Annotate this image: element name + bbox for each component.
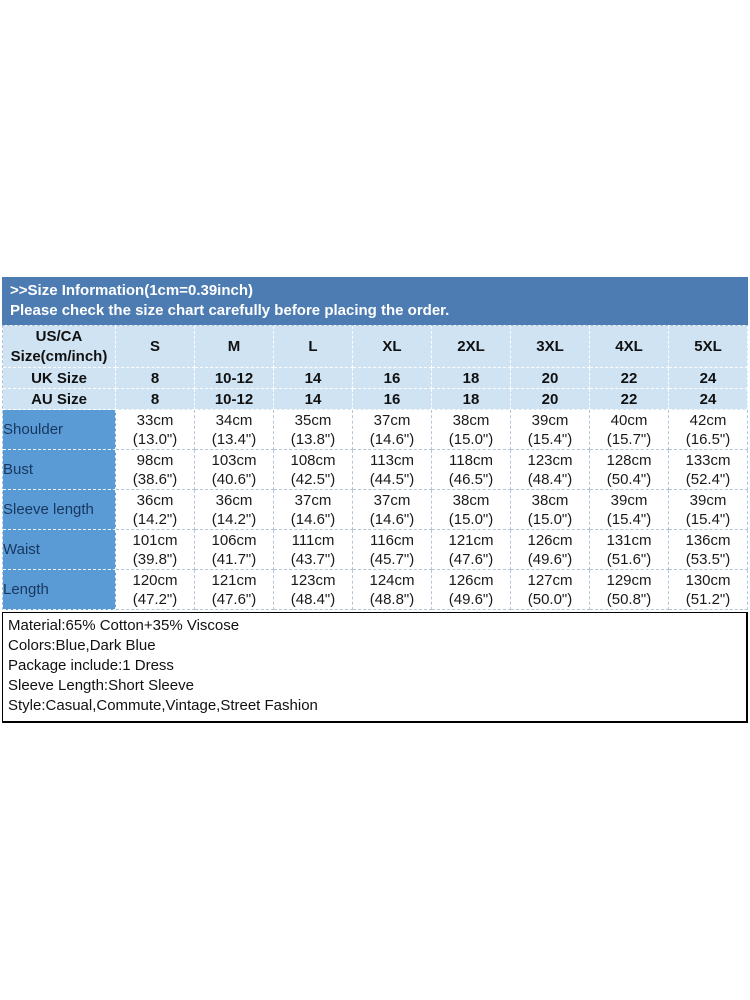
- measurement-value: 129cm (50.8"): [590, 570, 669, 610]
- uk-size-value: 8: [116, 368, 195, 389]
- size-chart-table: US/CA Size(cm/inch) S M L XL 2XL 3XL 4XL…: [2, 325, 748, 610]
- banner-subtitle: Please check the size chart carefully be…: [10, 302, 450, 319]
- measurement-value: 116cm (45.7"): [353, 530, 432, 570]
- measurement-value: 123cm (48.4"): [511, 450, 590, 490]
- size-column-header: L: [274, 326, 353, 368]
- measurement-value: 118cm (46.5"): [432, 450, 511, 490]
- uk-size-value: 10-12: [195, 368, 274, 389]
- au-size-value: 8: [116, 389, 195, 410]
- measurement-value: 126cm (49.6"): [511, 530, 590, 570]
- measurement-row-sleeve-length: Sleeve length 36cm (14.2") 36cm (14.2") …: [3, 490, 748, 530]
- measurement-row-shoulder: Shoulder 33cm (13.0") 34cm (13.4") 35cm …: [3, 410, 748, 450]
- measurement-value: 38cm (15.0"): [432, 410, 511, 450]
- measurement-value: 38cm (15.0"): [432, 490, 511, 530]
- size-chart-sheet: >>Size Information(1cm=0.39inch) Please …: [2, 277, 748, 723]
- measurement-value: 36cm (14.2"): [195, 490, 274, 530]
- size-header-row: US/CA Size(cm/inch) S M L XL 2XL 3XL 4XL…: [3, 326, 748, 368]
- measurement-value: 103cm (40.6"): [195, 450, 274, 490]
- banner-title: >>Size Information(1cm=0.39inch): [10, 282, 253, 299]
- measurement-row-label: Bust: [3, 450, 116, 490]
- au-size-value: 14: [274, 389, 353, 410]
- size-column-header: M: [195, 326, 274, 368]
- au-size-value: 10-12: [195, 389, 274, 410]
- measurement-value: 128cm (50.4"): [590, 450, 669, 490]
- detail-package: Package include:1 Dress: [8, 657, 174, 674]
- au-size-value: 20: [511, 389, 590, 410]
- size-column-header: 3XL: [511, 326, 590, 368]
- au-size-value: 16: [353, 389, 432, 410]
- au-size-row-label: AU Size: [3, 389, 116, 410]
- au-size-value: 24: [669, 389, 748, 410]
- measurement-value: 124cm (48.8"): [353, 570, 432, 610]
- detail-material: Material:65% Cotton+35% Viscose: [8, 617, 240, 634]
- detail-colors: Colors:Blue,Dark Blue: [8, 637, 156, 654]
- corner-header-cell: US/CA Size(cm/inch): [3, 326, 116, 368]
- measurement-value: 127cm (50.0"): [511, 570, 590, 610]
- measurement-value: 136cm (53.5"): [669, 530, 748, 570]
- measurement-value: 111cm (43.7"): [274, 530, 353, 570]
- size-column-header: S: [116, 326, 195, 368]
- measurement-row-waist: Waist 101cm (39.8") 106cm (41.7") 111cm …: [3, 530, 748, 570]
- uk-size-value: 16: [353, 368, 432, 389]
- measurement-value: 34cm (13.4"): [195, 410, 274, 450]
- measurement-value: 123cm (48.4"): [274, 570, 353, 610]
- measurement-value: 42cm (16.5"): [669, 410, 748, 450]
- uk-size-value: 24: [669, 368, 748, 389]
- uk-size-value: 22: [590, 368, 669, 389]
- measurement-value: 113cm (44.5"): [353, 450, 432, 490]
- measurement-value: 37cm (14.6"): [353, 410, 432, 450]
- measurement-value: 33cm (13.0"): [116, 410, 195, 450]
- measurement-value: 131cm (51.6"): [590, 530, 669, 570]
- measurement-value: 37cm (14.6"): [353, 490, 432, 530]
- measurement-value: 38cm (15.0"): [511, 490, 590, 530]
- size-column-header: 4XL: [590, 326, 669, 368]
- au-size-row: AU Size 8 10-12 14 16 18 20 22 24: [3, 389, 748, 410]
- measurement-value: 130cm (51.2"): [669, 570, 748, 610]
- measurement-row-label: Waist: [3, 530, 116, 570]
- detail-style: Style:Casual,Commute,Vintage,Street Fash…: [8, 697, 318, 714]
- size-column-header: XL: [353, 326, 432, 368]
- measurement-value: 37cm (14.6"): [274, 490, 353, 530]
- au-size-value: 22: [590, 389, 669, 410]
- size-column-header: 5XL: [669, 326, 748, 368]
- uk-size-row: UK Size 8 10-12 14 16 18 20 22 24: [3, 368, 748, 389]
- measurement-value: 35cm (13.8"): [274, 410, 353, 450]
- measurement-value: 108cm (42.5"): [274, 450, 353, 490]
- measurement-value: 39cm (15.4"): [511, 410, 590, 450]
- measurement-value: 121cm (47.6"): [432, 530, 511, 570]
- uk-size-value: 20: [511, 368, 590, 389]
- au-size-value: 18: [432, 389, 511, 410]
- measurement-row-bust: Bust 98cm (38.6") 103cm (40.6") 108cm (4…: [3, 450, 748, 490]
- measurement-value: 133cm (52.4"): [669, 450, 748, 490]
- measurement-value: 120cm (47.2"): [116, 570, 195, 610]
- size-info-banner: >>Size Information(1cm=0.39inch) Please …: [2, 277, 748, 325]
- uk-size-value: 18: [432, 368, 511, 389]
- measurement-value: 39cm (15.4"): [590, 490, 669, 530]
- measurement-row-label: Sleeve length: [3, 490, 116, 530]
- measurement-value: 98cm (38.6"): [116, 450, 195, 490]
- measurement-value: 36cm (14.2"): [116, 490, 195, 530]
- uk-size-row-label: UK Size: [3, 368, 116, 389]
- measurement-value: 106cm (41.7"): [195, 530, 274, 570]
- detail-sleeve-length: Sleeve Length:Short Sleeve: [8, 677, 194, 694]
- size-column-header: 2XL: [432, 326, 511, 368]
- measurement-row-label: Length: [3, 570, 116, 610]
- measurement-row-label: Shoulder: [3, 410, 116, 450]
- uk-size-value: 14: [274, 368, 353, 389]
- measurement-value: 39cm (15.4"): [669, 490, 748, 530]
- measurement-value: 101cm (39.8"): [116, 530, 195, 570]
- measurement-row-length: Length 120cm (47.2") 121cm (47.6") 123cm…: [3, 570, 748, 610]
- measurement-value: 121cm (47.6"): [195, 570, 274, 610]
- measurement-value: 40cm (15.7"): [590, 410, 669, 450]
- product-details-box: Material:65% Cotton+35% Viscose Colors:B…: [2, 612, 748, 723]
- measurement-value: 126cm (49.6"): [432, 570, 511, 610]
